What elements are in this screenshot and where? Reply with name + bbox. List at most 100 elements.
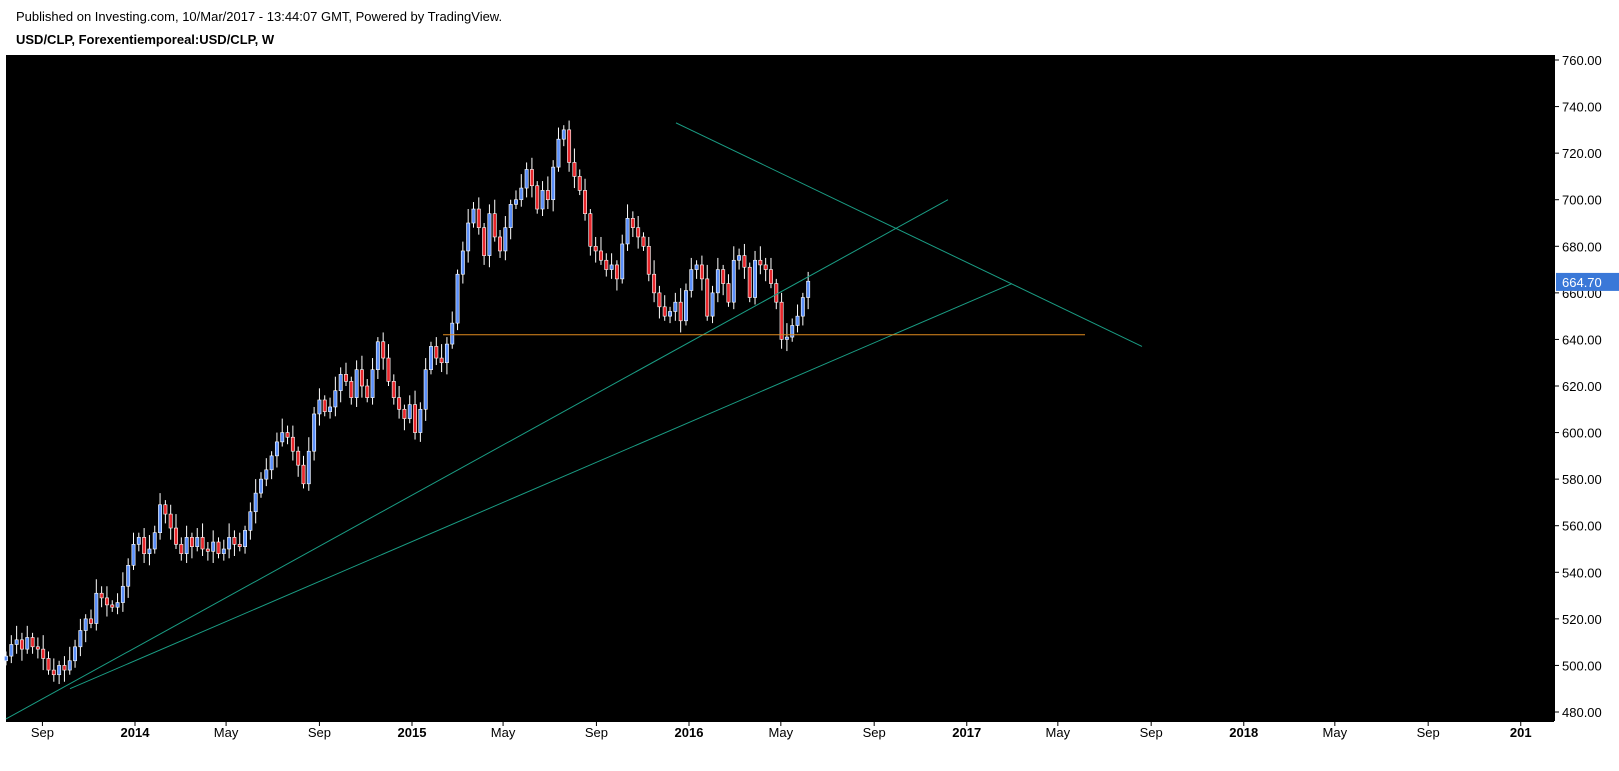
candle-body [583, 190, 587, 214]
x-tick-label: Sep [1417, 725, 1440, 740]
candle-body [413, 404, 417, 433]
candle-body [684, 290, 688, 322]
candle-body [652, 273, 657, 294]
candle-body [131, 544, 136, 566]
candle-body [365, 385, 370, 398]
candle-body [545, 190, 550, 201]
candle-body [710, 292, 715, 317]
candle-body [248, 511, 253, 531]
candle-body [662, 306, 667, 317]
candle-body [227, 537, 232, 550]
publish-info: Published on Investing.com, 10/Mar/2017 … [16, 9, 503, 24]
y-tick-label: 760.00 [1562, 53, 1602, 68]
candle-body [519, 187, 524, 201]
candle-body [89, 618, 93, 624]
candle-body [593, 245, 598, 252]
y-tick-label: 580.00 [1562, 472, 1602, 487]
candle-body [46, 658, 51, 671]
candle-body [636, 227, 641, 238]
candle-body [83, 618, 88, 631]
last-price-tag [1556, 272, 1619, 291]
candle-body [163, 504, 168, 515]
x-tick-label: Sep [585, 725, 608, 740]
candle-body [136, 537, 141, 545]
candle-body [232, 537, 237, 545]
x-tick-label: May [214, 725, 239, 740]
candle-body [498, 236, 502, 252]
candle-body [731, 259, 736, 303]
candle-body [466, 222, 471, 252]
candle-body [152, 532, 157, 550]
y-tick-label: 560.00 [1562, 519, 1602, 534]
candle-body [25, 637, 30, 650]
candle-body [110, 604, 115, 608]
candle-body [344, 374, 348, 382]
candle-body [391, 381, 396, 398]
candle-body [540, 190, 545, 210]
candle-body [73, 646, 78, 662]
candle-body [57, 665, 62, 676]
candle-body [274, 441, 279, 457]
candle-body [753, 259, 757, 298]
last-price-label: 664.70 [1562, 275, 1602, 290]
candle-body [78, 630, 83, 648]
candle-body [200, 537, 205, 550]
y-tick-label: 700.00 [1562, 193, 1602, 208]
x-tick-label: Sep [1140, 725, 1163, 740]
candle-body [630, 218, 635, 228]
x-axis: Sep 2014 May Sep 2015 May Sep 2016 May Sep 2017 May… [31, 721, 1532, 740]
candle-body [195, 537, 200, 547]
candle-body [205, 548, 210, 552]
rising-trendline-1 [5, 199, 949, 720]
candle-body [9, 644, 14, 657]
candle-body [482, 227, 487, 256]
candle-body [551, 166, 556, 201]
y-tick-label: 740.00 [1562, 100, 1602, 115]
candle-body [301, 464, 306, 485]
candle-body [158, 504, 163, 533]
candle-body [354, 369, 359, 398]
candle-body [429, 346, 433, 370]
candle-body [625, 218, 630, 245]
candle-body [211, 541, 216, 552]
candle-body [296, 450, 301, 466]
candle-body [14, 639, 19, 645]
candle-body [806, 280, 811, 298]
candle-body [577, 176, 582, 191]
candle-body [668, 311, 672, 317]
candle-body [450, 322, 455, 345]
candle-body [306, 450, 311, 485]
falling-trendline [675, 122, 1143, 347]
candle-body [726, 283, 731, 303]
candle-body [715, 269, 720, 294]
candle-body [460, 250, 465, 275]
candle-body [386, 357, 391, 382]
chart-title: USD/CLP, Forexentiemporeal:USD/CLP, W [16, 32, 275, 47]
y-tick-label: 540.00 [1562, 565, 1602, 580]
x-tick-label: May [769, 725, 794, 740]
y-tick-label: 600.00 [1562, 426, 1602, 441]
x-tick-label: 2015 [398, 725, 427, 740]
candle-body [758, 259, 763, 266]
y-tick-label: 480.00 [1562, 705, 1602, 720]
candle-body [790, 325, 795, 338]
candle-body [168, 513, 173, 529]
candle-body [609, 264, 614, 270]
candle-body [285, 432, 290, 438]
candle-body [503, 227, 508, 252]
candle-body [572, 162, 577, 177]
x-tick-label: 201 [1510, 725, 1532, 740]
candle-body [588, 213, 593, 247]
candle-body [742, 255, 747, 268]
candle-body [678, 301, 683, 322]
candle-body [237, 544, 242, 547]
x-tick-label: 2014 [121, 725, 151, 740]
candle-body [567, 129, 572, 163]
candle-body [492, 213, 497, 238]
y-tick-label: 680.00 [1562, 239, 1602, 254]
candle-body [614, 264, 619, 280]
candle-body [328, 406, 332, 412]
y-tick-label: 640.00 [1562, 332, 1602, 347]
x-tick-label: Sep [308, 725, 331, 740]
